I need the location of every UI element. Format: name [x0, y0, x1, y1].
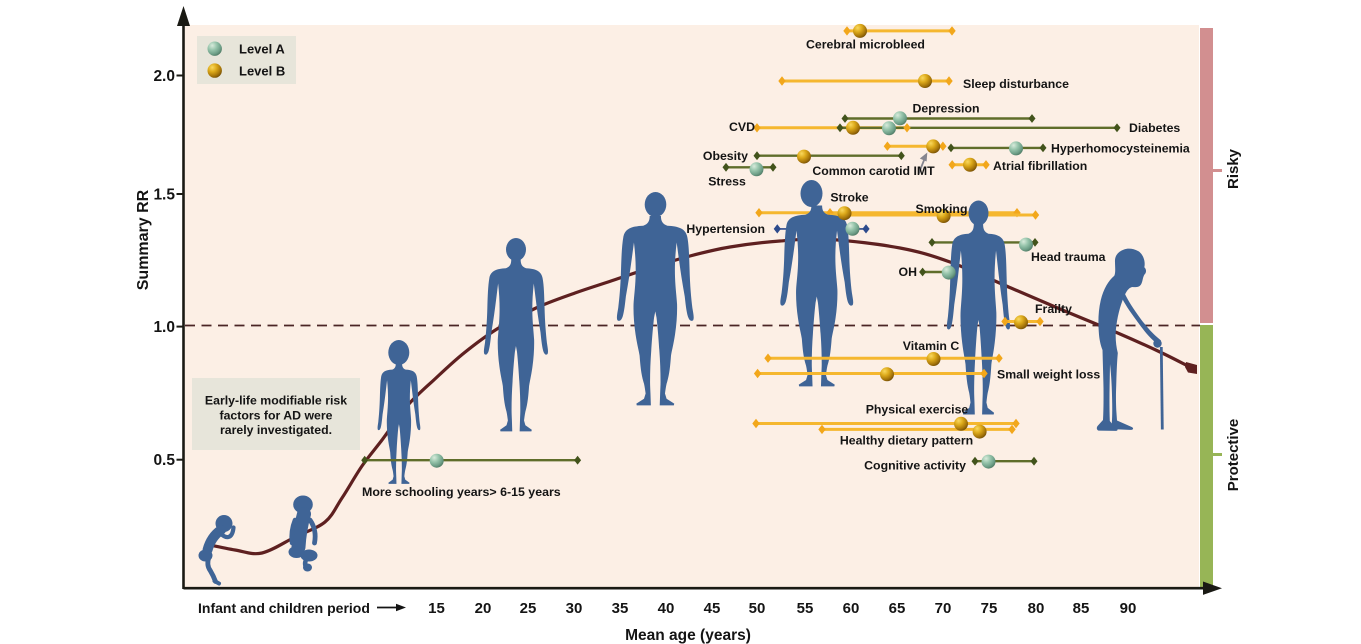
svg-text:Cerebral microbleed: Cerebral microbleed — [806, 37, 925, 51]
svg-text:Stroke: Stroke — [830, 191, 868, 205]
svg-text:80: 80 — [1028, 600, 1045, 617]
svg-text:factors for AD were: factors for AD were — [220, 408, 333, 422]
svg-text:90: 90 — [1120, 600, 1137, 617]
svg-text:Hypertension: Hypertension — [686, 222, 765, 236]
svg-text:75: 75 — [981, 600, 998, 617]
svg-text:20: 20 — [475, 600, 492, 617]
svg-text:Common carotid IMT: Common carotid IMT — [812, 164, 935, 178]
svg-text:Infant and children period: Infant and children period — [198, 600, 370, 616]
svg-text:Cognitive activity: Cognitive activity — [864, 458, 966, 472]
svg-text:45: 45 — [704, 600, 721, 617]
svg-text:Mean age (years): Mean age (years) — [625, 627, 751, 644]
svg-text:70: 70 — [935, 600, 952, 617]
svg-text:85: 85 — [1073, 600, 1090, 617]
svg-text:Small weight loss: Small weight loss — [997, 368, 1100, 382]
svg-text:55: 55 — [797, 600, 814, 617]
svg-text:50: 50 — [749, 600, 766, 617]
svg-text:Atrial fibrillation: Atrial fibrillation — [993, 159, 1087, 173]
svg-text:Frailty: Frailty — [1035, 302, 1072, 316]
svg-text:1.5: 1.5 — [153, 187, 175, 204]
svg-text:Physical exercise: Physical exercise — [866, 402, 969, 416]
svg-text:0.5: 0.5 — [153, 452, 175, 469]
svg-text:35: 35 — [612, 600, 629, 617]
svg-text:Sleep disturbance: Sleep disturbance — [963, 77, 1069, 91]
svg-text:65: 65 — [889, 600, 906, 617]
svg-text:Hyperhomocysteinemia: Hyperhomocysteinemia — [1051, 141, 1190, 155]
svg-text:25: 25 — [520, 600, 537, 617]
svg-text:1.0: 1.0 — [153, 319, 175, 336]
svg-text:More schooling years> 6-15 yea: More schooling years> 6-15 years — [362, 485, 561, 499]
svg-text:Early-life modifiable risk: Early-life modifiable risk — [205, 394, 347, 408]
svg-text:30: 30 — [566, 600, 583, 617]
svg-text:Diabetes: Diabetes — [1129, 121, 1180, 135]
svg-text:Depression: Depression — [913, 102, 980, 116]
svg-text:Obesity: Obesity — [703, 149, 748, 163]
svg-text:rarely investigated.: rarely investigated. — [220, 423, 332, 437]
svg-text:Protective: Protective — [1225, 419, 1242, 492]
svg-text:Vitamin C: Vitamin C — [903, 339, 960, 353]
svg-text:Summary RR: Summary RR — [135, 189, 152, 290]
svg-text:2.0: 2.0 — [153, 68, 175, 85]
svg-text:15: 15 — [428, 600, 445, 617]
svg-text:40: 40 — [658, 600, 675, 617]
svg-text:CVD: CVD — [729, 120, 755, 134]
svg-text:Stress: Stress — [708, 174, 746, 188]
svg-text:Smoking: Smoking — [916, 202, 968, 216]
svg-text:Level B: Level B — [239, 64, 285, 79]
svg-text:OH: OH — [899, 265, 918, 279]
svg-text:Head trauma: Head trauma — [1031, 250, 1106, 264]
svg-text:Healthy dietary pattern: Healthy dietary pattern — [840, 433, 973, 447]
svg-text:Risky: Risky — [1225, 148, 1242, 189]
svg-text:Level A: Level A — [239, 42, 285, 57]
svg-text:60: 60 — [843, 600, 860, 617]
